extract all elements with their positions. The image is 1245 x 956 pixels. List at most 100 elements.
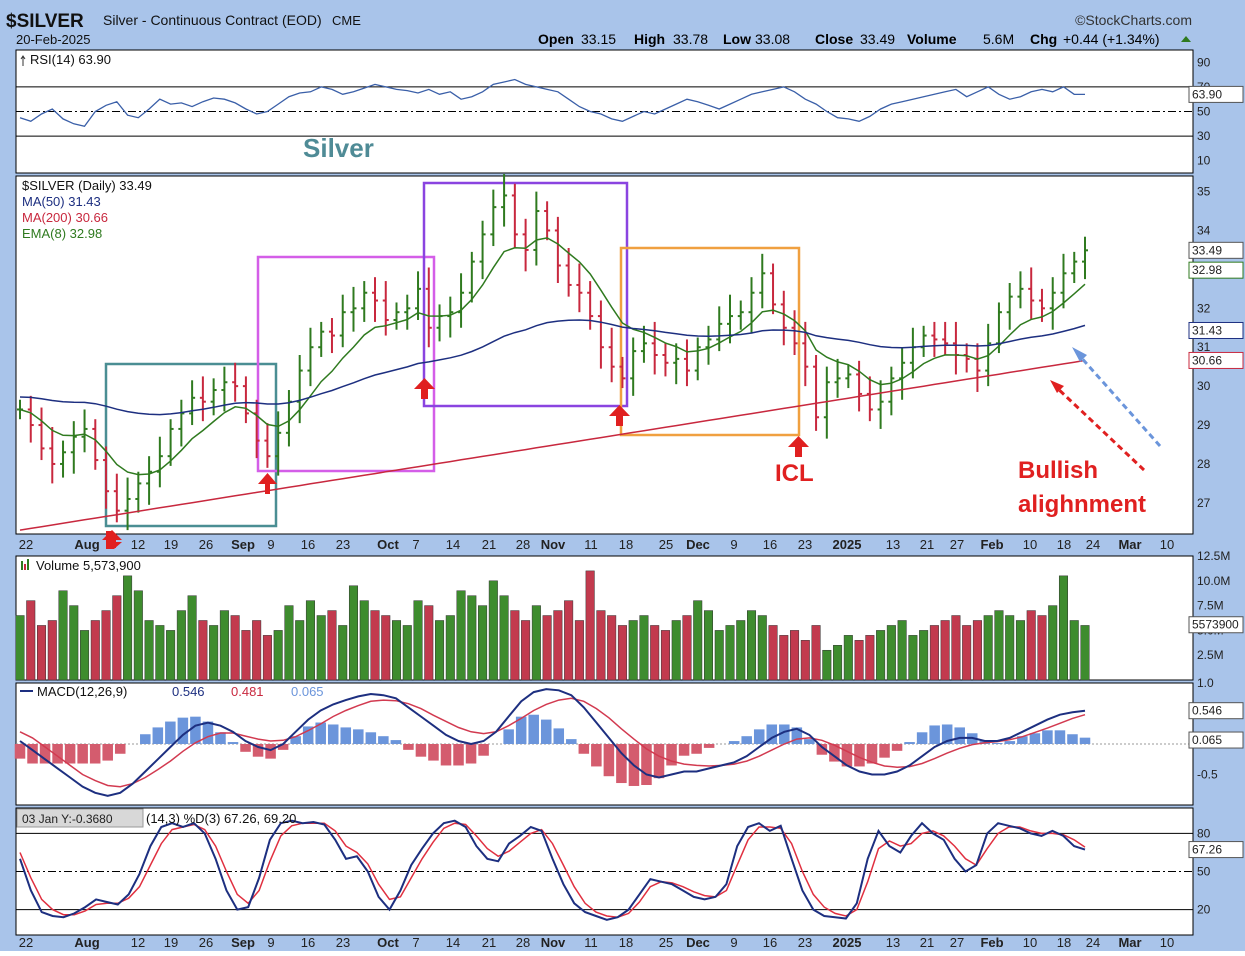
- xaxis-bottom-label-12: 21: [482, 935, 496, 950]
- xaxis-bottom-label-17: 25: [659, 935, 673, 950]
- volume-current-tag-box: [1188, 616, 1244, 634]
- red-dashed-arrow: [1053, 384, 1146, 472]
- volume-tick-2: 7.5M: [1197, 599, 1224, 613]
- volume-bar: [112, 595, 122, 681]
- ohlc-bar: [683, 339, 690, 387]
- volume-tick-4: 2.5M: [1197, 648, 1224, 662]
- xaxis-bottom-label-27: 10: [1023, 935, 1037, 950]
- xaxis-bottom-label-9: Oct: [377, 935, 399, 950]
- xaxis-top-label-29: 24: [1086, 537, 1100, 552]
- ma50-tag: 31.43: [1192, 323, 1222, 337]
- volume-bar: [241, 630, 251, 681]
- macd-hist-bar: [904, 742, 915, 744]
- x-axis-top: 22 Aug 12 19 26 Sep 9 16 23 Oct 7 14 21 28 Nov 11 18 25 De…: [19, 537, 1174, 552]
- close-label: Close: [815, 31, 853, 47]
- ohlc-bar: [565, 247, 572, 297]
- high-value: 33.78: [673, 31, 708, 47]
- volume-bar: [617, 625, 627, 681]
- macd-hist-bar: [340, 727, 352, 744]
- ohlc-bar: [393, 302, 400, 330]
- macd-hist-bar: [816, 744, 828, 755]
- rsi-tick-2: 50: [1197, 105, 1211, 119]
- volume-bar: [650, 625, 660, 681]
- macd-hist-bar: [190, 716, 201, 744]
- ohlc-bar: [845, 364, 852, 389]
- macd-hist-bar: [39, 744, 51, 764]
- volume-bar: [531, 605, 541, 681]
- volume-bar: [69, 605, 79, 681]
- arrow-sep-icon: [258, 473, 277, 494]
- xaxis-bottom-label-3: 19: [164, 935, 178, 950]
- volume-bar: [370, 610, 380, 681]
- ohlc-bar: [468, 251, 475, 303]
- ohlc-bar: [1006, 283, 1013, 330]
- stoch-tick-1: 50: [1197, 865, 1211, 879]
- ohlc-bar: [780, 290, 787, 346]
- macd-hist-bar: [1004, 741, 1016, 744]
- ohlc-bar: [328, 318, 335, 354]
- macd-hist-bar: [553, 728, 565, 744]
- xaxis-top-label-30: Mar: [1118, 537, 1141, 552]
- volume-bar: [854, 640, 864, 681]
- macd-line: [19, 688, 1086, 797]
- xaxis-top-label-22: 2025: [833, 537, 862, 552]
- volume-bar: [1069, 620, 1079, 681]
- macd-hist-bar: [390, 740, 402, 744]
- macd-tick-2: -0.5: [1197, 768, 1218, 782]
- ohlc-bar: [619, 356, 626, 389]
- ohlc-bar: [479, 220, 486, 280]
- macd-hist-bar: [566, 739, 577, 744]
- volume-bar: [262, 635, 272, 681]
- ohlc-bar: [544, 201, 551, 241]
- volume-legend-text: Volume 5,573,900: [36, 558, 141, 573]
- volume-bar: [166, 630, 176, 681]
- ohlc-bar: [533, 191, 540, 266]
- xaxis-bottom-label-20: 16: [763, 935, 777, 950]
- xaxis-top-label-2: 12: [131, 537, 145, 552]
- xaxis-top-label-17: 25: [659, 537, 673, 552]
- volume-bar: [736, 620, 746, 681]
- xaxis-top-label-14: Nov: [541, 537, 566, 552]
- volume-bar: [252, 620, 262, 681]
- stoch-k-line: [19, 819, 1086, 921]
- xaxis-top-label-20: 16: [763, 537, 777, 552]
- volume-bar: [510, 610, 520, 681]
- macd-hist-bar: [227, 742, 239, 744]
- volume-bar: [714, 630, 724, 681]
- xaxis-bottom-label-24: 21: [920, 935, 934, 950]
- ohlc-bar: [135, 471, 142, 513]
- price-panel: [15, 175, 1194, 535]
- rsi-tick-0: 90: [1197, 55, 1211, 69]
- volume-bar: [435, 620, 445, 681]
- macd-hist-bar: [215, 732, 226, 744]
- ohlc-bar: [501, 174, 508, 227]
- ema8-tag: 32.98: [1192, 263, 1222, 277]
- volume-bar: [478, 605, 488, 681]
- moving-averages-group: [19, 237, 1086, 531]
- macd-hist-bar: [1067, 734, 1078, 744]
- ohlc-bar: [522, 218, 529, 272]
- volume-bar: [703, 610, 713, 681]
- price-tick-3: 32: [1197, 301, 1211, 315]
- ohlc-bar: [49, 426, 56, 484]
- xaxis-top-label-18: Dec: [686, 537, 710, 552]
- ohlc-bar: [1049, 277, 1056, 330]
- blue-dashed-arrow: [1076, 353, 1162, 447]
- ohlc-bar: [597, 300, 604, 369]
- icl-annotation: ICL: [775, 460, 814, 487]
- volume-bar: [133, 590, 143, 681]
- macd-hist-bar: [1054, 730, 1066, 744]
- ohlc-bar: [167, 419, 174, 466]
- xaxis-top-label-3: 19: [164, 537, 178, 552]
- macd-hist-bar: [992, 743, 1003, 744]
- rsi-line: [19, 78, 1086, 128]
- ohlc-bar: [415, 271, 422, 320]
- xaxis-top-label-23: 13: [886, 537, 900, 552]
- macd-hist-bar: [728, 741, 740, 744]
- blue-arrowhead-icon: [1072, 347, 1087, 362]
- macd-hist-bar: [1017, 736, 1028, 744]
- volume-bar: [402, 625, 412, 681]
